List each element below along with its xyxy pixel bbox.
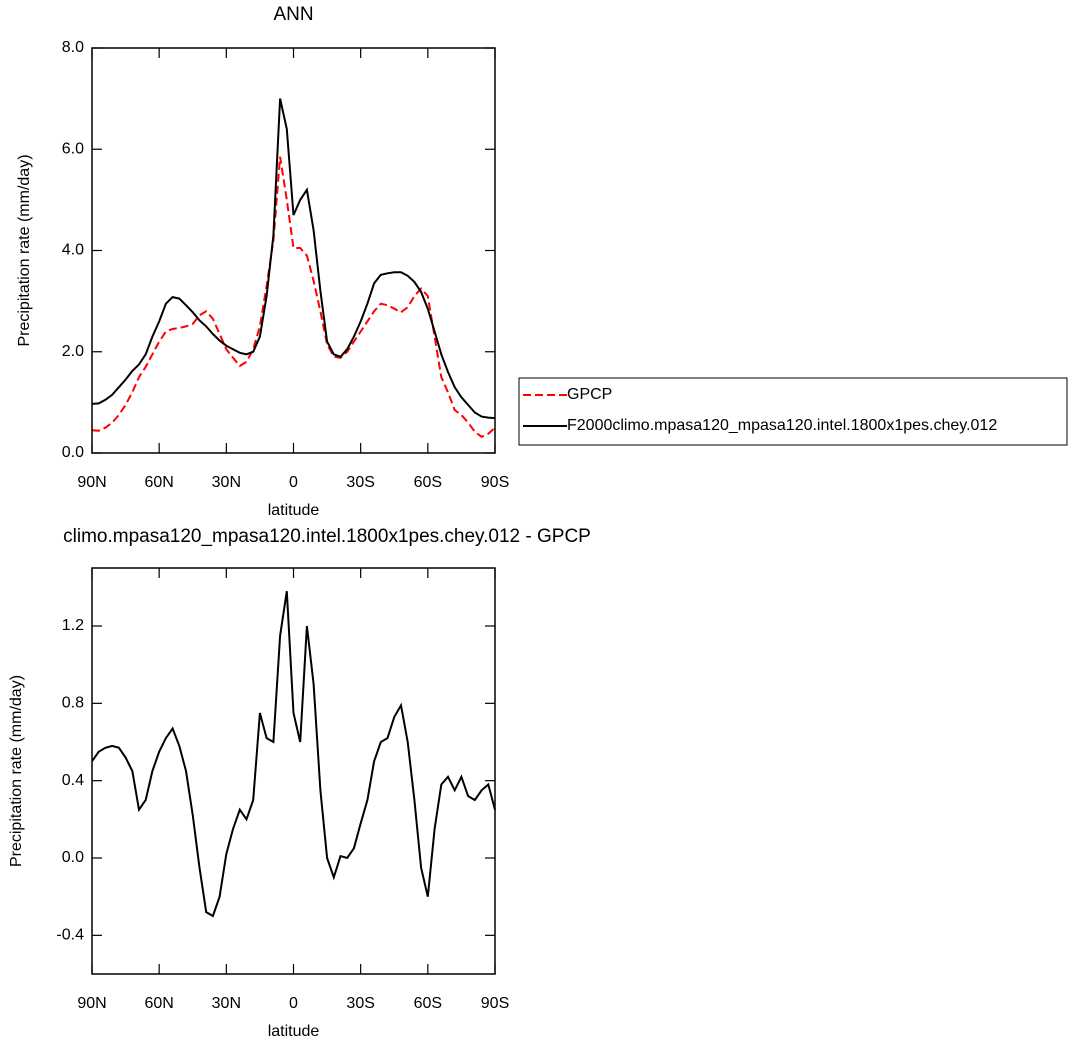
y-tick-label: 0.8 xyxy=(62,695,84,712)
legend-box xyxy=(518,377,1068,446)
y-tick-label: 1.2 xyxy=(62,617,84,634)
y-tick-label: -0.4 xyxy=(56,927,84,944)
x-axis-label: latitude xyxy=(268,502,320,519)
legend: GPCP F2000climo.mpasa120_mpasa120.intel.1… xyxy=(518,377,1068,446)
x-tick-label: 0 xyxy=(289,474,298,491)
x-tick-label: 30S xyxy=(346,995,374,1012)
legend-label: F2000climo.mpasa120_mpasa120.intel.1800x… xyxy=(567,417,997,434)
y-tick-label: 4.0 xyxy=(62,242,84,259)
x-tick-label: 90N xyxy=(77,995,106,1012)
x-tick-label: 60S xyxy=(414,995,442,1012)
data-line xyxy=(91,156,496,438)
plot: climo.mpasa120_mpasa120.intel.1800x1pes.… xyxy=(8,526,591,1040)
y-axis-label: Precipitation rate (mm/day) xyxy=(16,154,33,346)
x-tick-label: 60N xyxy=(144,474,173,491)
y-tick-label: 2.0 xyxy=(62,343,84,360)
y-tick-label: 6.0 xyxy=(62,140,84,157)
y-tick-label: 0.0 xyxy=(62,849,84,866)
chart-title: ANN xyxy=(273,4,313,25)
y-tick-label: 0.0 xyxy=(62,444,84,461)
y-tick-label: 8.0 xyxy=(62,39,84,56)
y-tick-label: 0.4 xyxy=(62,772,84,789)
x-tick-label: 30N xyxy=(212,474,241,491)
x-tick-label: 90S xyxy=(481,995,509,1012)
x-tick-label: 90S xyxy=(481,474,509,491)
legend-label: GPCP xyxy=(567,386,612,403)
plot-frame xyxy=(91,47,496,454)
plot-frame xyxy=(91,567,496,975)
chart-title: climo.mpasa120_mpasa120.intel.1800x1pes.… xyxy=(63,526,591,547)
x-tick-label: 30N xyxy=(212,995,241,1012)
x-tick-label: 60S xyxy=(414,474,442,491)
data-line xyxy=(91,591,496,918)
x-tick-label: 90N xyxy=(77,474,106,491)
plot: ANN latitude Precipitation rate (mm/day) 0.… xyxy=(16,4,509,519)
x-tick-label: 60N xyxy=(144,995,173,1012)
x-axis-label: latitude xyxy=(268,1023,320,1040)
y-axis-label: Precipitation rate (mm/day) xyxy=(8,675,25,867)
x-tick-label: 30S xyxy=(346,474,374,491)
data-line xyxy=(91,98,496,420)
x-tick-label: 0 xyxy=(289,995,298,1012)
